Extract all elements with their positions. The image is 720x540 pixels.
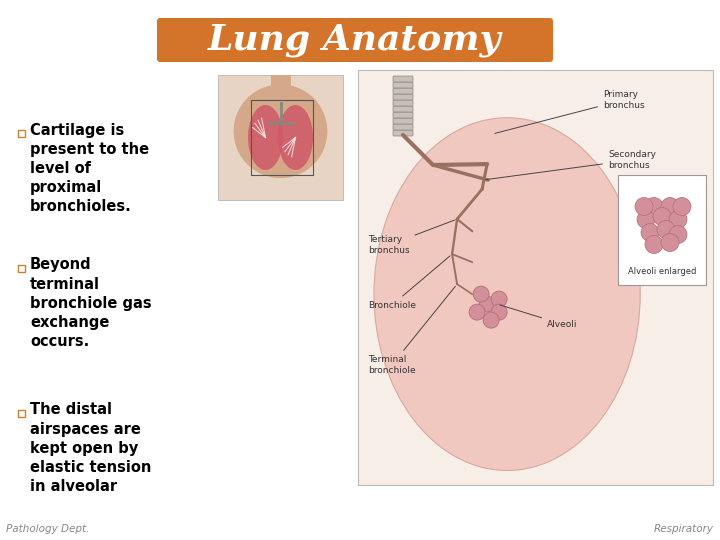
Text: Secondary
bronchus: Secondary bronchus: [486, 150, 656, 180]
Text: Respiratory: Respiratory: [654, 524, 714, 534]
Circle shape: [661, 233, 679, 252]
Text: Tertiary
bronchus: Tertiary bronchus: [368, 220, 454, 255]
FancyBboxPatch shape: [358, 70, 713, 485]
Circle shape: [669, 226, 687, 244]
Ellipse shape: [248, 105, 283, 170]
FancyBboxPatch shape: [618, 175, 706, 285]
Circle shape: [637, 211, 655, 228]
Circle shape: [635, 198, 653, 215]
Circle shape: [673, 198, 691, 215]
Text: Terminal
bronchiole: Terminal bronchiole: [368, 286, 455, 375]
Text: Cartilage is
present to the
level of
proximal
bronchioles.: Cartilage is present to the level of pro…: [30, 123, 149, 214]
FancyBboxPatch shape: [393, 112, 413, 118]
Circle shape: [483, 312, 499, 328]
Ellipse shape: [374, 118, 640, 470]
Circle shape: [469, 304, 485, 320]
FancyBboxPatch shape: [393, 94, 413, 100]
Circle shape: [657, 220, 675, 239]
Circle shape: [669, 211, 687, 228]
FancyBboxPatch shape: [393, 100, 413, 106]
Ellipse shape: [278, 105, 313, 170]
Text: Pathology Dept.: Pathology Dept.: [6, 524, 89, 534]
FancyBboxPatch shape: [393, 130, 413, 136]
FancyBboxPatch shape: [393, 82, 413, 88]
FancyBboxPatch shape: [218, 75, 343, 200]
FancyBboxPatch shape: [393, 106, 413, 112]
Text: The distal
airspaces are
kept open by
elastic tension
in alveolar: The distal airspaces are kept open by el…: [30, 402, 151, 494]
Circle shape: [491, 291, 507, 307]
Circle shape: [645, 198, 663, 215]
FancyBboxPatch shape: [393, 88, 413, 94]
Text: Alveoli: Alveoli: [500, 305, 577, 329]
Text: Beyond
terminal
bronchiole gas
exchange
occurs.: Beyond terminal bronchiole gas exchange …: [30, 258, 152, 349]
Text: Primary
bronchus: Primary bronchus: [495, 90, 644, 133]
FancyBboxPatch shape: [271, 75, 290, 100]
Circle shape: [661, 198, 679, 215]
Circle shape: [473, 286, 489, 302]
Circle shape: [479, 296, 495, 312]
FancyBboxPatch shape: [393, 118, 413, 124]
Circle shape: [641, 224, 659, 241]
Circle shape: [645, 235, 663, 253]
Text: Bronchiole: Bronchiole: [368, 256, 450, 309]
FancyBboxPatch shape: [393, 124, 413, 130]
Circle shape: [491, 304, 507, 320]
Text: Alveoli enlarged: Alveoli enlarged: [628, 267, 696, 276]
Text: Lung Anatomy: Lung Anatomy: [208, 23, 502, 57]
Circle shape: [653, 207, 671, 226]
Ellipse shape: [233, 84, 328, 178]
FancyBboxPatch shape: [157, 18, 553, 62]
FancyBboxPatch shape: [393, 76, 413, 82]
